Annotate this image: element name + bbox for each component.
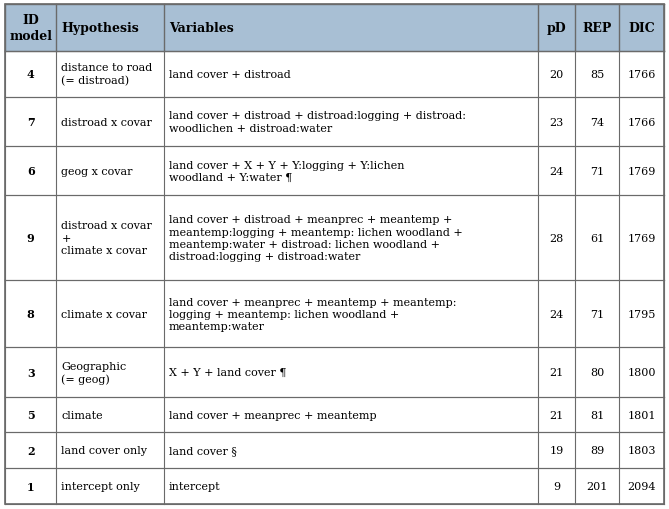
- Text: 1769: 1769: [628, 166, 656, 177]
- Text: 21: 21: [549, 410, 563, 420]
- Text: land cover + X + Y + Y:logging + Y:lichen
woodland + Y:water ¶: land cover + X + Y + Y:logging + Y:liche…: [169, 160, 404, 183]
- Text: 8: 8: [27, 309, 35, 320]
- Text: Variables: Variables: [169, 22, 233, 35]
- Text: 89: 89: [590, 445, 604, 456]
- Text: distroad x covar: distroad x covar: [62, 118, 153, 127]
- Text: Geographic
(= geog): Geographic (= geog): [62, 361, 126, 384]
- Text: 2094: 2094: [628, 481, 656, 491]
- Text: 7: 7: [27, 117, 35, 128]
- Text: land cover §: land cover §: [169, 445, 237, 456]
- Text: 1800: 1800: [628, 367, 656, 377]
- Text: 9: 9: [27, 233, 35, 244]
- Text: 1766: 1766: [628, 118, 656, 127]
- Bar: [5, 433, 664, 468]
- Text: 4: 4: [27, 69, 35, 80]
- Text: distance to road
(= distroad): distance to road (= distroad): [62, 63, 153, 86]
- Bar: [5, 51, 664, 98]
- Text: Hypothesis: Hypothesis: [62, 22, 139, 35]
- Bar: [5, 468, 664, 504]
- Text: 19: 19: [549, 445, 563, 456]
- Text: land cover + distroad + distroad:logging + distroad:
woodlichen + distroad:water: land cover + distroad + distroad:logging…: [169, 111, 466, 133]
- Text: 21: 21: [549, 367, 563, 377]
- Text: 1: 1: [27, 480, 35, 492]
- Text: intercept only: intercept only: [62, 481, 140, 491]
- Text: 80: 80: [590, 367, 604, 377]
- Text: pD: pD: [547, 22, 567, 35]
- Text: X + Y + land cover ¶: X + Y + land cover ¶: [169, 367, 286, 377]
- Bar: [5, 196, 664, 281]
- Text: land cover + meanprec + meantemp: land cover + meanprec + meantemp: [169, 410, 377, 420]
- Text: 85: 85: [590, 70, 604, 79]
- Text: 24: 24: [549, 309, 563, 319]
- Text: 28: 28: [549, 234, 563, 243]
- Text: land cover + meanprec + meantemp + meantemp:
logging + meantemp: lichen woodland: land cover + meanprec + meantemp + meant…: [169, 297, 456, 332]
- Bar: [5, 147, 664, 196]
- Text: 61: 61: [590, 234, 604, 243]
- Text: 201: 201: [587, 481, 608, 491]
- Text: land cover only: land cover only: [62, 445, 147, 456]
- Text: climate: climate: [62, 410, 103, 420]
- Text: climate x covar: climate x covar: [62, 309, 147, 319]
- Text: 1801: 1801: [628, 410, 656, 420]
- Text: ID
model: ID model: [9, 14, 52, 43]
- Text: 24: 24: [549, 166, 563, 177]
- Text: 71: 71: [590, 166, 604, 177]
- Bar: [5, 5, 664, 51]
- Text: 81: 81: [590, 410, 604, 420]
- Bar: [5, 348, 664, 397]
- Text: 74: 74: [590, 118, 604, 127]
- Text: geog x covar: geog x covar: [62, 166, 133, 177]
- Text: 1795: 1795: [628, 309, 656, 319]
- Text: REP: REP: [583, 22, 612, 35]
- Text: 20: 20: [549, 70, 563, 79]
- Text: 6: 6: [27, 166, 35, 177]
- Text: 1766: 1766: [628, 70, 656, 79]
- Text: 1803: 1803: [628, 445, 656, 456]
- Text: 23: 23: [549, 118, 563, 127]
- Text: distroad x covar
+
climate x covar: distroad x covar + climate x covar: [62, 221, 153, 256]
- Text: land cover + distroad + meanprec + meantemp +
meantemp:logging + meantemp: liche: land cover + distroad + meanprec + meant…: [169, 215, 463, 262]
- Text: 5: 5: [27, 409, 35, 420]
- Text: 3: 3: [27, 367, 35, 378]
- Bar: [5, 98, 664, 147]
- Text: DIC: DIC: [628, 22, 655, 35]
- Text: 2: 2: [27, 445, 35, 456]
- Text: land cover + distroad: land cover + distroad: [169, 70, 290, 79]
- Bar: [5, 397, 664, 433]
- Text: 9: 9: [553, 481, 560, 491]
- Text: 1769: 1769: [628, 234, 656, 243]
- Text: 71: 71: [590, 309, 604, 319]
- Text: intercept: intercept: [169, 481, 221, 491]
- Bar: [5, 281, 664, 348]
